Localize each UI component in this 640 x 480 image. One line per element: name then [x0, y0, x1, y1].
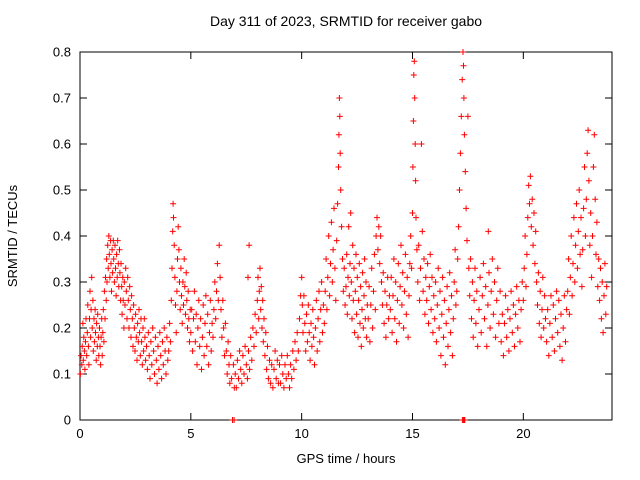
axes: 0 5 10 15 20 0 0.1 0.2 0.3 0.4 0.5 0.6 0.7 0.8	[53, 45, 613, 441]
x-tick-label: 15	[405, 426, 419, 441]
data-points-path	[77, 49, 610, 423]
chart-title: Day 311 of 2023, SRMTID for receiver gab…	[210, 13, 482, 29]
y-tick-label: 0	[64, 413, 71, 428]
x-tick-label: 20	[516, 426, 530, 441]
y-axis-label: SRMTID / TECUs	[5, 184, 20, 287]
y-tick-label: 0.3	[53, 275, 71, 290]
y-tick-label: 0.2	[53, 321, 71, 336]
y-tick-label: 0.7	[53, 91, 71, 106]
x-tick-label: 0	[76, 426, 83, 441]
y-tick-label: 0.6	[53, 137, 71, 152]
y-tick-label: 0.1	[53, 367, 71, 382]
y-tick-label: 0.4	[53, 229, 71, 244]
y-tick-label: 0.5	[53, 183, 71, 198]
data-points	[77, 49, 610, 423]
x-tick-label: 5	[187, 426, 194, 441]
y-tick-label: 0.8	[53, 45, 71, 60]
x-tick-label: 10	[294, 426, 308, 441]
x-axis-label: GPS time / hours	[297, 451, 396, 466]
